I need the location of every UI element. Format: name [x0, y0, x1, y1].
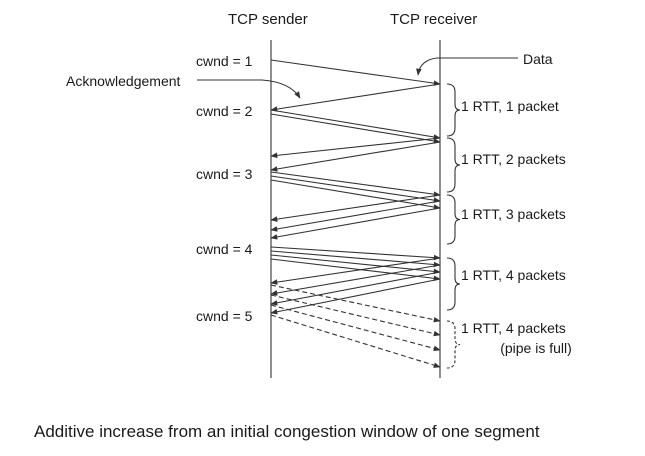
data-packet-arrow — [270, 294, 441, 337]
ack-arrow — [270, 207, 441, 240]
ack-arrow — [270, 141, 441, 172]
ack-arrow — [270, 83, 441, 112]
rtt-label-5: 1 RTT, 4 packets — [461, 320, 566, 336]
data-packet-arrow — [270, 304, 441, 352]
rtt-label-4: 1 RTT, 4 packets — [461, 267, 566, 283]
data-packet-arrow — [270, 246, 441, 261]
rtt-label-3: 1 RTT, 3 packets — [461, 206, 566, 222]
ack-arrow — [270, 264, 441, 296]
cwnd-label-2: cwnd = 2 — [196, 103, 253, 119]
data-callout-arrow — [416, 57, 518, 76]
data-packet-arrow — [270, 171, 441, 197]
ack-arrow — [270, 278, 441, 315]
receiver-header: TCP receiver — [390, 11, 478, 28]
data-packet-arrow — [270, 258, 441, 282]
data-annotation: Data — [523, 51, 553, 67]
ack-arrow — [270, 194, 441, 222]
data-packet-arrow — [270, 254, 441, 275]
ack-arrow — [270, 200, 441, 232]
pipe-full-note: (pipe is full) — [500, 340, 572, 356]
ack-arrow — [270, 271, 441, 306]
data-packet-arrow — [270, 314, 441, 368]
sender-header: TCP sender — [228, 11, 308, 28]
data-packet-arrow — [270, 175, 441, 203]
ack-callout-arrow — [197, 79, 301, 99]
cwnd-label-1: cwnd = 1 — [196, 53, 253, 69]
data-packet-arrow — [270, 284, 441, 323]
data-packet-arrow — [270, 113, 441, 144]
ack-arrow — [270, 137, 441, 159]
cwnd-label-5: cwnd = 5 — [196, 308, 253, 324]
rtt-brace — [446, 320, 461, 369]
rtt-brace — [446, 83, 461, 137]
data-packet-arrow — [270, 59, 441, 86]
data-packet-arrow — [270, 179, 441, 210]
ack-arrow — [270, 257, 441, 285]
figure-caption: Additive increase from an initial conges… — [34, 422, 540, 441]
ack-annotation: Acknowledgement — [66, 73, 181, 89]
rtt-brace — [446, 137, 461, 193]
cwnd-label-4: cwnd = 4 — [196, 241, 253, 257]
rtt-brace — [446, 194, 461, 245]
rtt-label-2: 1 RTT, 2 packets — [461, 151, 566, 167]
rtt-label-1: 1 RTT, 1 packet — [461, 98, 559, 114]
data-packet-arrow — [270, 109, 441, 140]
cwnd-label-3: cwnd = 3 — [196, 166, 253, 182]
rtt-brace — [446, 257, 461, 311]
